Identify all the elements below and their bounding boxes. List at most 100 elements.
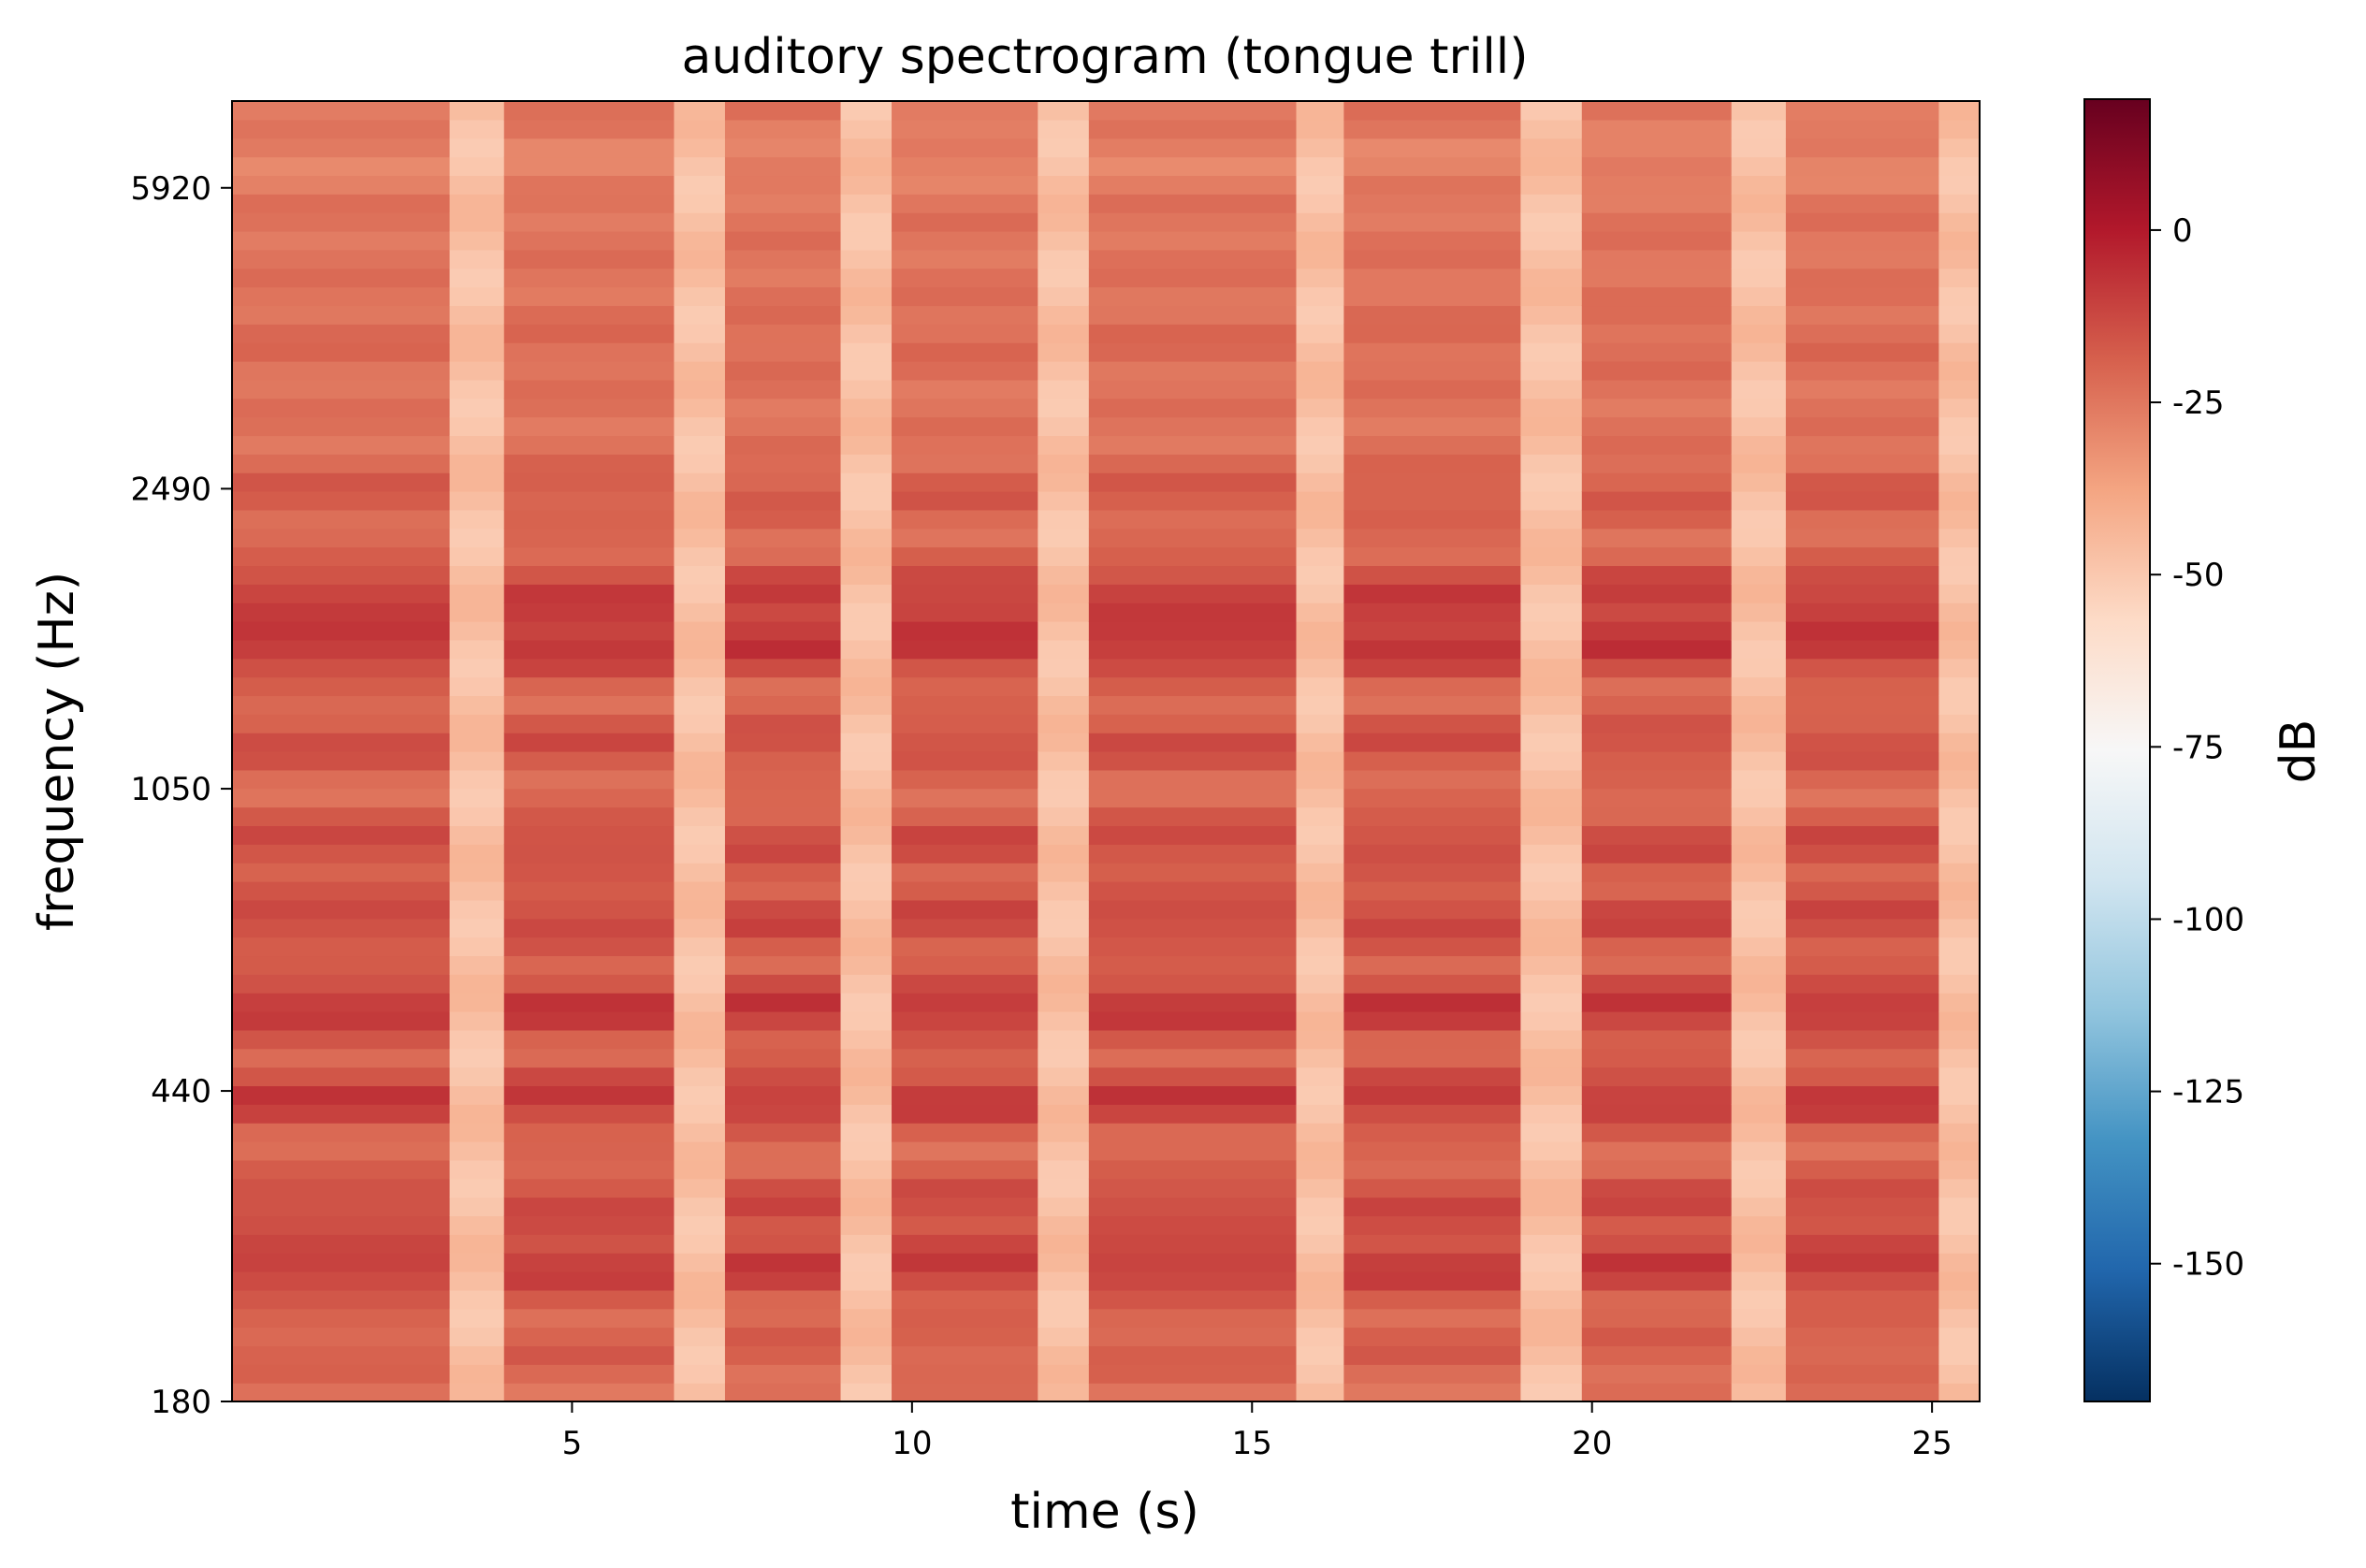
heatmap-cell: [1520, 751, 1583, 771]
heatmap-cell: [1343, 676, 1521, 697]
heatmap-cell: [1938, 249, 1981, 269]
heatmap-cell: [1785, 1308, 1939, 1328]
heatmap-cell: [1296, 899, 1344, 920]
heatmap-cell: [840, 546, 893, 567]
heatmap-cell: [1088, 342, 1298, 362]
heatmap-cell: [1731, 565, 1787, 585]
spectrogram-heatmap: [232, 101, 1981, 1402]
heatmap-cell: [232, 881, 451, 901]
heatmap-cell: [892, 454, 1038, 473]
heatmap-cell: [840, 936, 893, 957]
heatmap-cell: [1520, 863, 1583, 882]
heatmap-cell: [1520, 993, 1583, 1012]
heatmap-cell: [449, 1253, 505, 1272]
heatmap-cell: [232, 1048, 451, 1068]
heatmap-cell: [1038, 584, 1090, 603]
heatmap-cell: [1520, 249, 1583, 269]
heatmap-cell: [724, 1197, 842, 1217]
heatmap-cell: [1520, 1123, 1583, 1142]
heatmap-cell: [724, 509, 842, 530]
heatmap-cell: [1343, 119, 1521, 139]
heatmap-cell: [1343, 1271, 1521, 1291]
heatmap-cell: [840, 844, 893, 864]
heatmap-cell: [1785, 936, 1939, 957]
heatmap-cell: [1088, 1104, 1298, 1124]
heatmap-cell: [449, 1178, 505, 1198]
heatmap-cell: [724, 454, 842, 473]
heatmap-cell: [840, 825, 893, 845]
heatmap-cell: [449, 286, 505, 307]
heatmap-cell: [1343, 974, 1521, 994]
heatmap-cell: [503, 249, 675, 269]
heatmap-cell: [840, 695, 893, 715]
heatmap-cell: [1038, 1011, 1090, 1031]
heatmap-cell: [1731, 639, 1787, 660]
heatmap-cell: [1296, 1141, 1344, 1161]
heatmap-cell: [1343, 1123, 1521, 1142]
heatmap-cell: [1581, 472, 1733, 492]
heatmap-cell: [232, 918, 451, 938]
heatmap-cell: [674, 138, 726, 158]
heatmap-cell: [1038, 528, 1090, 548]
heatmap-cell: [1038, 863, 1090, 882]
heatmap-cell: [232, 1364, 451, 1384]
heatmap-cell: [1731, 806, 1787, 827]
heatmap-cell: [724, 733, 842, 752]
heatmap-cell: [1343, 993, 1521, 1012]
heatmap-cell: [892, 658, 1038, 678]
heatmap-cell: [1038, 1123, 1090, 1142]
heatmap-cell: [1296, 974, 1344, 994]
heatmap-cell: [1938, 844, 1981, 864]
heatmap-cell: [1296, 1364, 1344, 1384]
heatmap-cell: [1581, 1345, 1733, 1365]
heatmap-cell: [503, 974, 675, 994]
heatmap-cell: [1520, 881, 1583, 901]
heatmap-cell: [1088, 1178, 1298, 1198]
heatmap-cell: [1088, 1067, 1298, 1087]
heatmap-cell: [1785, 825, 1939, 845]
heatmap-cell: [1785, 231, 1939, 251]
heatmap-cell: [1343, 435, 1521, 455]
heatmap-cell: [449, 1383, 505, 1402]
heatmap-cell: [1938, 936, 1981, 957]
heatmap-cell: [674, 603, 726, 622]
heatmap-cell: [1581, 1159, 1733, 1180]
heatmap-cell: [449, 435, 505, 455]
heatmap-cell: [232, 1345, 451, 1365]
heatmap-cell: [674, 974, 726, 994]
heatmap-cell: [892, 1123, 1038, 1142]
heatmap-cell: [1731, 658, 1787, 678]
heatmap-cell: [503, 1383, 675, 1402]
heatmap-cell: [1938, 101, 1981, 121]
heatmap-cell: [1938, 156, 1981, 177]
heatmap-cell: [449, 881, 505, 901]
plot-area: [231, 100, 1981, 1402]
heatmap-cell: [1520, 435, 1583, 455]
heatmap-cell: [1343, 806, 1521, 827]
heatmap-cell: [503, 658, 675, 678]
heatmap-cell: [892, 1383, 1038, 1402]
heatmap-cell: [1731, 936, 1787, 957]
heatmap-cell: [503, 565, 675, 585]
heatmap-cell: [1785, 156, 1939, 177]
heatmap-cell: [892, 621, 1038, 641]
heatmap-cell: [1088, 231, 1298, 251]
heatmap-cell: [503, 714, 675, 733]
heatmap-cell: [840, 918, 893, 938]
heatmap-cell: [674, 1308, 726, 1328]
heatmap-cell: [1731, 398, 1787, 418]
heatmap-cell: [1038, 472, 1090, 492]
heatmap-cell: [449, 119, 505, 139]
heatmap-cell: [449, 899, 505, 920]
heatmap-cell: [1785, 1234, 1939, 1254]
heatmap-cell: [1938, 974, 1981, 994]
heatmap-cell: [503, 899, 675, 920]
heatmap-cell: [1938, 769, 1981, 790]
heatmap-cell: [1520, 361, 1583, 381]
heatmap-cell: [724, 379, 842, 399]
heatmap-cell: [1938, 621, 1981, 641]
heatmap-cell: [1343, 212, 1521, 232]
heatmap-cell: [1581, 491, 1733, 511]
heatmap-cell: [1343, 1289, 1521, 1310]
heatmap-cell: [892, 825, 1038, 845]
